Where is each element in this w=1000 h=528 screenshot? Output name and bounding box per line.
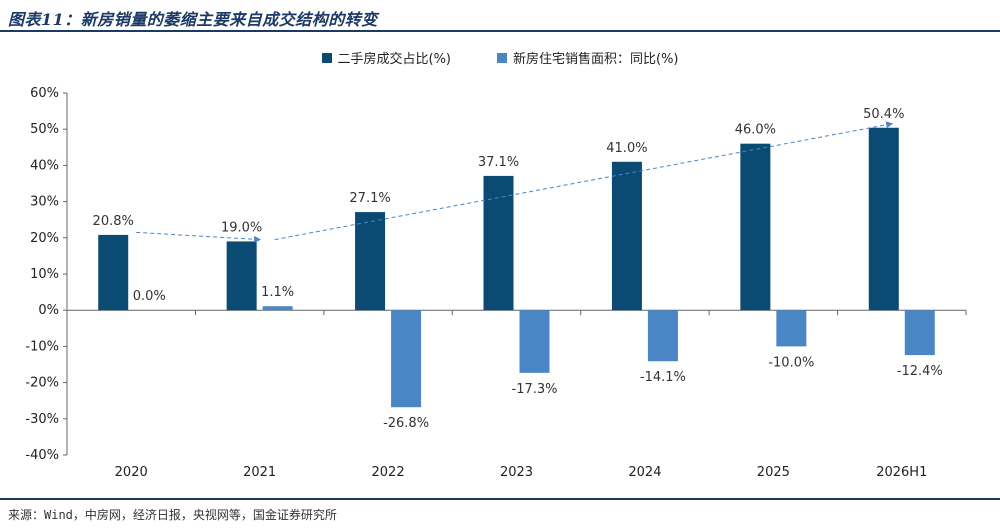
bar-series-1 <box>355 212 386 311</box>
legend-label-series-2: 新房住宅销售面积：同比(%) <box>513 52 679 67</box>
legend-item-series-1: 二手房成交占比(%) <box>321 48 452 67</box>
legend-item-series-2: 新房住宅销售面积：同比(%) <box>497 48 679 67</box>
data-label-series-2: -17.3% <box>512 382 558 397</box>
bar-series-2 <box>519 310 550 373</box>
x-tick-label: 2020 <box>115 465 148 480</box>
footer-rule <box>0 498 1000 500</box>
x-tick-label: 2025 <box>757 465 790 480</box>
bar-series-2 <box>776 310 807 347</box>
bar-series-1 <box>740 143 771 311</box>
data-label-series-2: -14.1% <box>640 370 686 385</box>
y-tick-label: 50% <box>30 122 59 137</box>
bar-series-2 <box>647 310 678 362</box>
legend-swatch-series-2 <box>497 52 507 63</box>
data-label-series-2: 0.0% <box>133 289 166 304</box>
data-label-series-1: 50.4% <box>863 107 904 122</box>
legend-label-series-1: 二手房成交占比(%) <box>337 52 452 67</box>
x-tick-label: 2021 <box>243 465 276 480</box>
data-label-series-2: -12.4% <box>897 364 943 379</box>
data-label-series-1: 19.0% <box>221 220 262 235</box>
y-tick-label: -40% <box>25 448 59 463</box>
bar-series-1 <box>868 127 899 311</box>
y-tick-label: 30% <box>30 195 59 210</box>
title-rule <box>0 30 1000 32</box>
bar-series-2 <box>262 306 293 311</box>
bar-chart: -40% -30% -20% -10% 0% 10% 20% 30% 40% 50% 60% 2020… <box>25 86 967 480</box>
bar-series-1 <box>483 175 514 311</box>
x-tick-label: 2023 <box>500 465 533 480</box>
data-label-series-1: 27.1% <box>349 191 390 206</box>
chart-legend: 二手房成交占比(%) 新房住宅销售面积：同比(%) <box>0 48 1000 67</box>
y-tick-label: -10% <box>25 339 59 354</box>
data-label-series-2: -26.8% <box>383 416 429 431</box>
trend-arrow <box>274 121 894 241</box>
x-tick-label: 2026H1 <box>876 465 927 480</box>
data-label-series-1: 37.1% <box>478 155 519 170</box>
bar-series-1 <box>611 161 642 311</box>
y-tick-label: 20% <box>30 231 59 246</box>
data-label-series-1: 46.0% <box>735 123 776 138</box>
data-label-series-2: 1.1% <box>261 285 294 300</box>
data-label-series-1: 41.0% <box>606 141 647 156</box>
bar-series-1 <box>98 234 129 311</box>
x-tick-label: 2024 <box>628 465 661 480</box>
y-tick-label: 60% <box>30 86 59 101</box>
y-tick-label: 10% <box>30 267 59 282</box>
figure-title: 图表11：新房销量的萎缩主要来自成交结构的转变 <box>8 10 378 29</box>
y-tick-label: -30% <box>25 412 59 427</box>
y-tick-label: -20% <box>25 376 59 391</box>
source-note: 来源：Wind，中房网，经济日报，央视网等，国金证券研究所 <box>8 508 337 522</box>
bar-series-1 <box>226 241 257 311</box>
y-tick-label: 0% <box>38 303 59 318</box>
bar-series-2 <box>391 310 422 408</box>
data-label-series-2: -10.0% <box>768 355 814 370</box>
data-label-series-1: 20.8% <box>93 214 134 229</box>
legend-swatch-series-1 <box>321 52 332 63</box>
y-tick-label: 40% <box>30 158 59 173</box>
x-tick-label: 2022 <box>372 465 405 480</box>
bar-series-2 <box>904 310 935 356</box>
